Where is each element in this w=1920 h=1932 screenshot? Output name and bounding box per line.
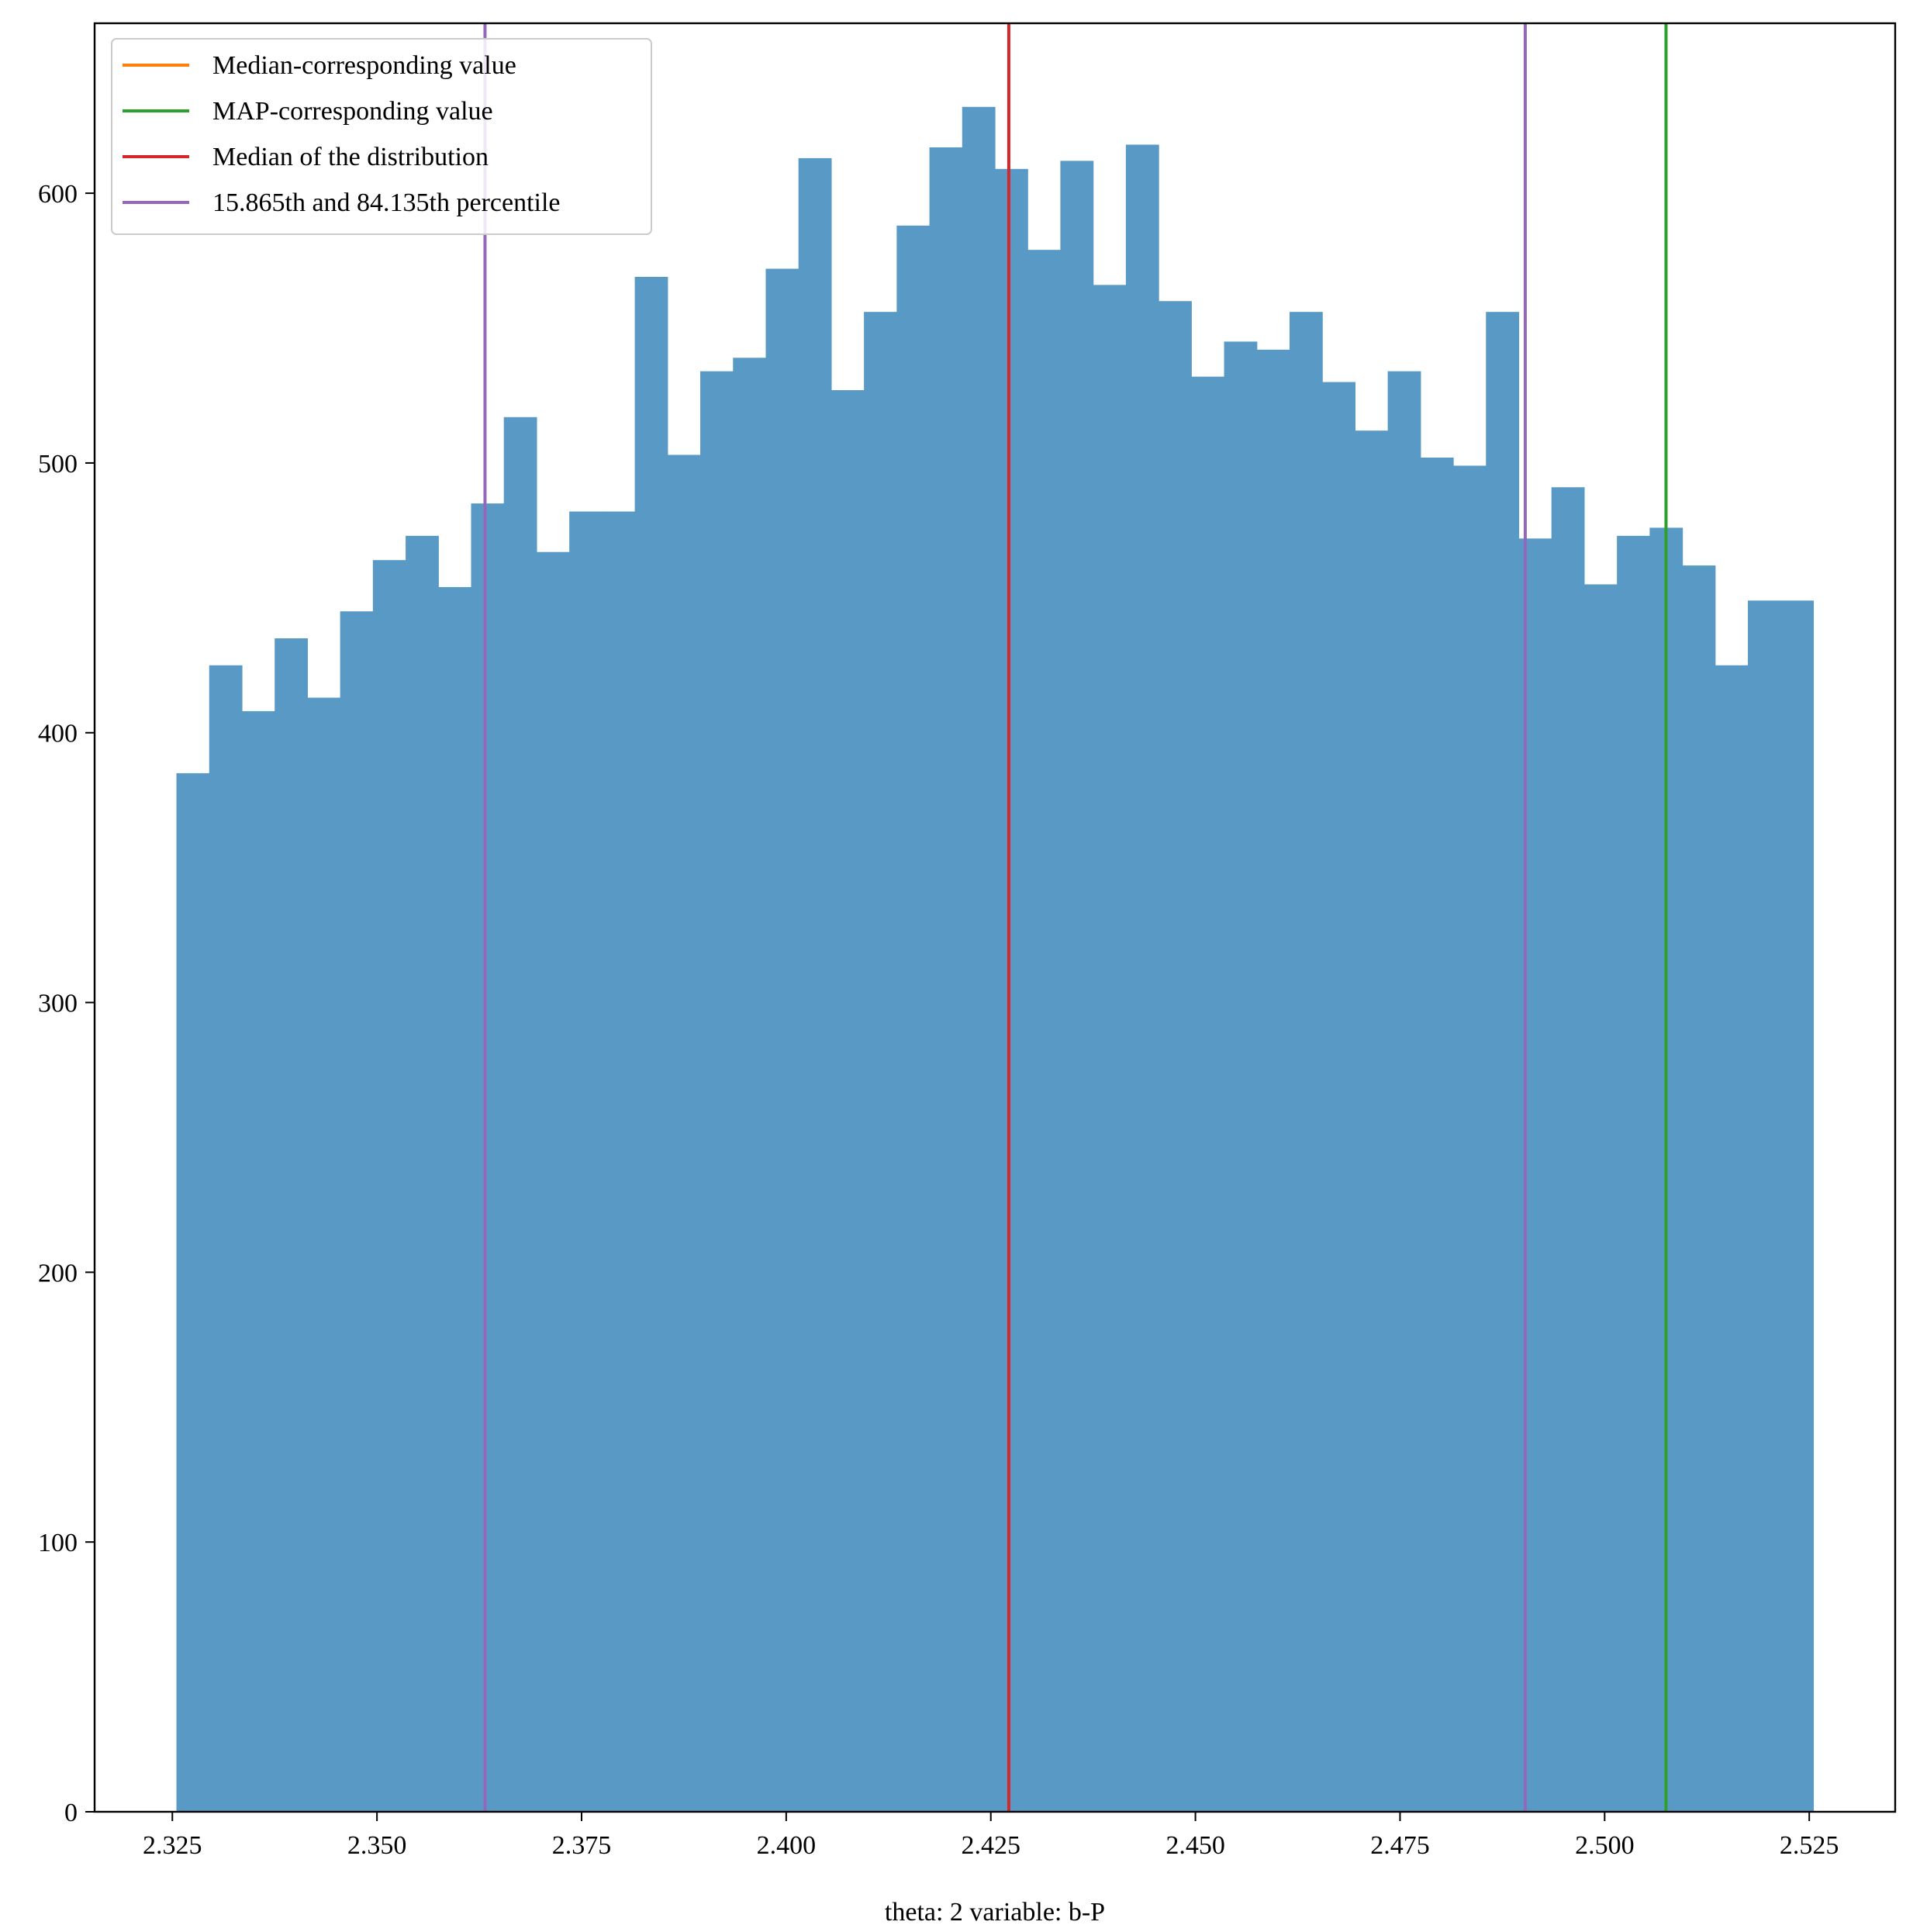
plot-frame — [93, 22, 1897, 1813]
histogram-bar — [275, 638, 309, 1812]
y-tick-label: 300 — [38, 990, 78, 1018]
histogram-bar — [700, 371, 734, 1813]
y-tick-label: 500 — [38, 450, 78, 479]
histogram-bar — [798, 157, 832, 1812]
x-tick-label: 2.375 — [552, 1831, 612, 1860]
y-axis: 0 100 200 300 400 500 600 — [38, 180, 95, 1827]
histogram-bar — [1060, 161, 1094, 1813]
histogram-bar — [471, 503, 505, 1812]
histogram-bar — [765, 268, 799, 1813]
histogram-bar — [896, 225, 931, 1812]
histogram-bar — [340, 611, 374, 1812]
histogram-bar — [667, 454, 701, 1812]
legend-label: Median of the distribution — [212, 143, 489, 171]
histogram-bar — [1159, 301, 1192, 1813]
y-tick-label: 600 — [38, 180, 78, 209]
histogram-bar — [995, 168, 1028, 1812]
histogram-bar — [1355, 430, 1389, 1813]
bars-layer — [176, 106, 1815, 1813]
histogram-bar — [307, 697, 341, 1812]
histogram-bar — [503, 416, 537, 1813]
x-axis: 2.325 2.350 2.375 2.400 2.425 2.450 2.475 2.500… — [143, 1812, 1839, 1860]
histogram-bar — [1191, 376, 1225, 1812]
histogram-bar — [1551, 487, 1585, 1812]
histogram-bar — [1125, 144, 1159, 1812]
x-tick-label: 2.450 — [1165, 1831, 1225, 1860]
histogram-bar — [962, 106, 996, 1812]
histogram-bar — [1748, 600, 1781, 1812]
x-tick-label: 2.400 — [757, 1831, 817, 1860]
histogram-bar — [929, 147, 963, 1813]
x-tick-label: 2.500 — [1575, 1831, 1635, 1860]
x-tick-label: 2.525 — [1780, 1831, 1839, 1860]
histogram-bar — [372, 560, 406, 1812]
histogram-bar — [1715, 665, 1749, 1812]
y-tick-label: 400 — [38, 720, 78, 748]
histogram-bar — [831, 390, 865, 1812]
histogram-bar — [1453, 465, 1487, 1812]
histogram-bar — [1224, 341, 1258, 1812]
histogram-bar — [1256, 349, 1290, 1812]
histogram-bar — [1617, 535, 1650, 1812]
y-tick-label: 0 — [64, 1799, 78, 1827]
histogram-bar — [1583, 584, 1618, 1813]
histogram-bar — [209, 665, 243, 1812]
histogram-bar — [864, 312, 897, 1812]
x-axis-label: theta: 2 variable: b-P — [885, 1898, 1105, 1927]
legend: Median-corresponding value MAP-correspond… — [111, 38, 652, 235]
x-tick-label: 2.475 — [1370, 1831, 1430, 1860]
histogram-bar — [1518, 538, 1552, 1812]
legend-label: 15.865th and 84.135th percentile — [212, 188, 561, 217]
histogram-bar — [438, 586, 472, 1812]
histogram-bar — [602, 511, 636, 1812]
histogram-bar — [176, 772, 210, 1812]
histogram-bar — [406, 535, 439, 1812]
histogram-bar — [241, 710, 275, 1812]
histogram-bar — [1387, 371, 1421, 1813]
histogram-bar — [1780, 600, 1815, 1812]
histogram-bar — [733, 358, 767, 1812]
reference-lines-layer — [483, 23, 1668, 1812]
legend-label: MAP-corresponding value — [212, 97, 493, 126]
histogram-bar — [1486, 312, 1520, 1812]
x-tick-label: 2.325 — [143, 1831, 202, 1860]
y-tick-label: 200 — [38, 1259, 78, 1287]
histogram-bar — [1682, 565, 1716, 1813]
x-tick-label: 2.350 — [347, 1831, 407, 1860]
histogram-bar — [1027, 250, 1062, 1813]
y-tick-label: 100 — [38, 1529, 78, 1557]
histogram-bar — [1420, 457, 1454, 1812]
histogram-bar — [1093, 285, 1127, 1813]
histogram-bar — [1289, 312, 1323, 1812]
x-tick-label: 2.425 — [961, 1831, 1020, 1860]
histogram-bar — [536, 551, 570, 1813]
legend-label: Median-corresponding value — [212, 51, 516, 80]
histogram-bar — [569, 511, 603, 1812]
histogram-bar — [634, 276, 668, 1812]
legend-box — [111, 38, 652, 235]
histogram-bar — [1322, 382, 1355, 1812]
